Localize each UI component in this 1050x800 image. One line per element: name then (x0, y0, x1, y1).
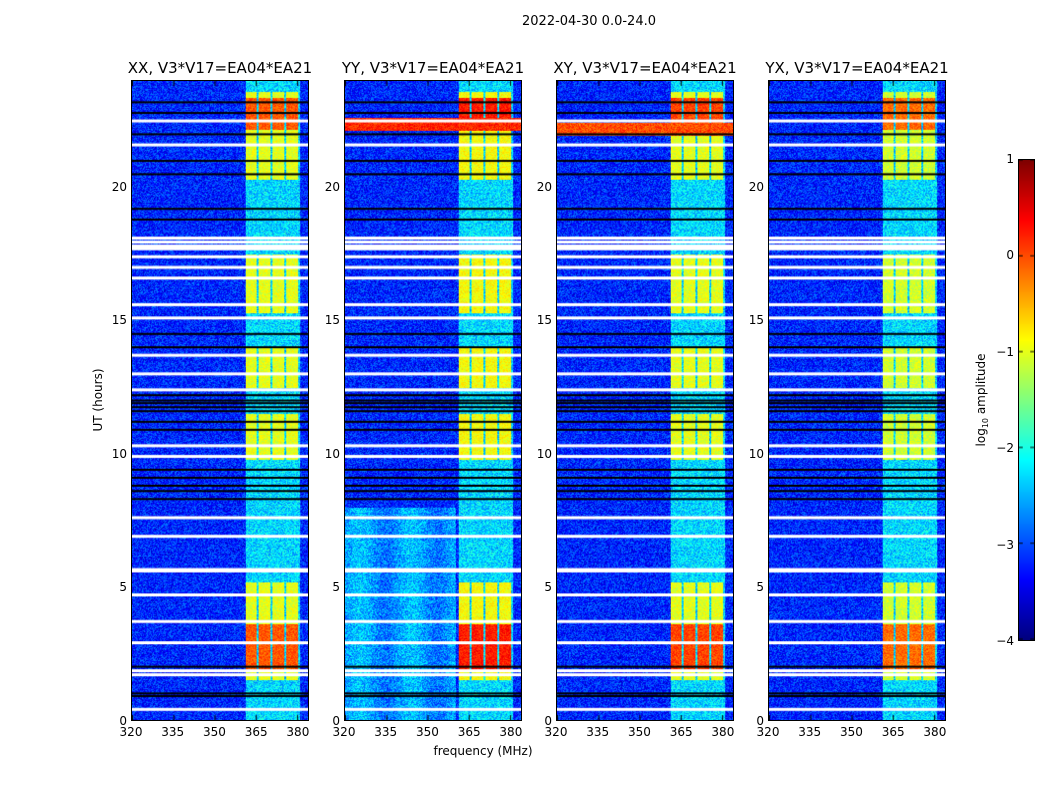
figure-title: 2022-04-30 0.0-24.0 (522, 14, 656, 29)
panel-title: XX, V3*V17=EA04*EA21 (127, 59, 313, 77)
x-tick-label: 320 (119, 725, 143, 739)
x-tick-label: 350 (415, 725, 439, 739)
x-tick-label: 380 (286, 725, 310, 739)
colorbar-tick-label: −3 (996, 537, 1014, 552)
x-tick-label: 365 (457, 725, 481, 739)
heatmap-xy (556, 80, 734, 721)
x-tick-label: 365 (669, 725, 693, 739)
y-tick-label: 15 (111, 313, 127, 328)
x-tick-label: 380 (499, 725, 523, 739)
colorbar-tick-label: −1 (996, 344, 1014, 359)
x-tick-label: 350 (839, 725, 863, 739)
heatmap-yy (344, 80, 522, 721)
colorbar-gradient (1018, 159, 1035, 641)
x-tick-label: 365 (881, 725, 905, 739)
panel-title: YY, V3*V17=EA04*EA21 (341, 59, 525, 77)
y-tick-label: 5 (756, 580, 764, 595)
x-tick-label: 350 (202, 725, 226, 739)
y-tick-label: 20 (324, 179, 340, 194)
x-tick-label: 350 (627, 725, 651, 739)
x-tick-label: 320 (756, 725, 780, 739)
y-tick-label: 5 (119, 580, 127, 595)
y-tick-label: 20 (748, 179, 764, 194)
heatmap-xx (131, 80, 309, 721)
heatmap-yx (768, 80, 946, 721)
colorbar-tick-label: 0 (1006, 248, 1014, 263)
x-axis-label: frequency (MHz) (433, 744, 533, 758)
x-tick-label: 380 (711, 725, 735, 739)
x-tick-label: 320 (544, 725, 568, 739)
y-tick-label: 10 (324, 446, 340, 461)
y-tick-label: 10 (111, 446, 127, 461)
y-tick-label: 5 (332, 580, 340, 595)
x-tick-label: 320 (332, 725, 356, 739)
panel-title: XY, V3*V17=EA04*EA21 (553, 59, 737, 77)
x-tick-label: 335 (161, 725, 185, 739)
x-tick-label: 365 (244, 725, 268, 739)
x-tick-label: 335 (374, 725, 398, 739)
y-tick-label: 10 (748, 446, 764, 461)
colorbar-tick-label: 1 (1006, 152, 1014, 166)
colorbar-tick-label: −2 (996, 441, 1014, 456)
y-tick-label: 0 (756, 714, 764, 728)
y-tick-label: 5 (544, 580, 552, 595)
panel-title: YX, V3*V17=EA04*EA21 (765, 59, 949, 77)
y-tick-label: 10 (536, 446, 552, 461)
y-tick-label: 0 (544, 714, 552, 728)
y-axis-label: UT (hours) (91, 368, 105, 432)
x-tick-label: 380 (923, 725, 947, 739)
y-tick-label: 0 (332, 714, 340, 728)
y-tick-label: 20 (536, 179, 552, 194)
x-tick-label: 335 (586, 725, 610, 739)
y-tick-label: 0 (119, 714, 127, 728)
y-tick-label: 15 (324, 313, 340, 328)
colorbar-tick-label: −4 (996, 634, 1014, 648)
colorbar-label: log10 amplitude (973, 353, 991, 447)
y-tick-label: 15 (748, 313, 764, 328)
y-tick-label: 20 (111, 179, 127, 194)
x-tick-label: 335 (798, 725, 822, 739)
y-tick-label: 15 (536, 313, 552, 328)
